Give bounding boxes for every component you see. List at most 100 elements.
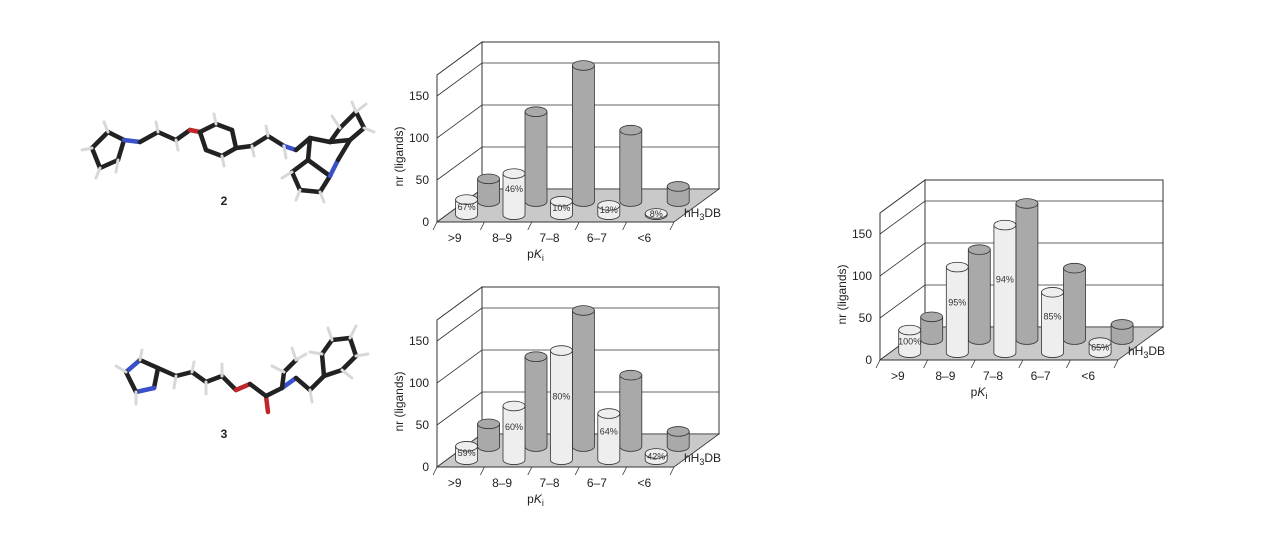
percent-label: 65% xyxy=(1091,343,1109,353)
back-bar xyxy=(920,311,944,345)
x-tick-label: 7–8 xyxy=(539,476,559,490)
back-bar-body xyxy=(572,65,595,207)
x-tick xyxy=(1066,359,1071,369)
hydrogen-bond xyxy=(294,352,308,362)
back-bar-top xyxy=(920,311,944,323)
bond xyxy=(203,147,225,159)
bond xyxy=(197,121,219,135)
bond xyxy=(189,369,209,385)
hydrogen-bond xyxy=(190,360,196,374)
gridline xyxy=(879,200,1163,235)
y-tick-label: 0 xyxy=(422,460,429,474)
bond xyxy=(97,157,121,171)
back-bar xyxy=(524,351,548,452)
hydrogen-bond xyxy=(80,146,94,152)
x-tick-label: 6–7 xyxy=(1031,369,1051,383)
x-tick-label: >9 xyxy=(448,476,462,490)
x-tick xyxy=(669,466,675,476)
bond xyxy=(155,365,179,379)
back-bar xyxy=(967,244,991,345)
bond xyxy=(151,365,161,391)
bond xyxy=(319,351,327,379)
back-bar-top xyxy=(666,181,690,192)
bond xyxy=(219,145,239,159)
back-bar-body xyxy=(619,129,643,207)
front-bar-top xyxy=(993,219,1017,231)
bond xyxy=(347,335,359,359)
back-bar-top xyxy=(967,244,991,255)
back-bar xyxy=(1063,262,1086,345)
front-bar-top xyxy=(1088,337,1112,348)
bond xyxy=(89,129,111,151)
bond xyxy=(293,375,313,393)
back-bar-body xyxy=(1063,267,1086,345)
y-tick-label: 100 xyxy=(409,376,429,390)
back-bar xyxy=(666,181,690,207)
back-bar xyxy=(477,173,501,207)
hydrogen-bond xyxy=(114,364,128,374)
back-bar-body xyxy=(666,186,690,207)
hydrogen-bond xyxy=(326,326,334,342)
chart-compound-3: 0 50 100 150 59% 60% 80% 64% 42% >9 8–9 7–8 6–7 <6 pKi… xyxy=(392,286,721,508)
y-axis-label: nr (ligands) xyxy=(392,126,406,186)
x-tick-label: 8–9 xyxy=(492,231,512,245)
percent-label: 64% xyxy=(600,426,618,436)
front-bar-top xyxy=(644,208,668,219)
bond xyxy=(297,187,323,195)
bond xyxy=(133,385,157,395)
back-bar xyxy=(524,106,548,207)
front-bar-top xyxy=(502,400,526,412)
percent-label: 46% xyxy=(505,184,523,194)
bond xyxy=(213,121,235,133)
x-tick-label: >9 xyxy=(448,231,462,245)
gridline xyxy=(436,62,719,97)
back-bar-top xyxy=(572,60,595,71)
front-bar-body xyxy=(455,199,478,220)
front-bar xyxy=(455,441,479,465)
x-tick xyxy=(1113,359,1119,369)
hydrogen-bond xyxy=(354,352,370,358)
percent-label: 67% xyxy=(458,202,476,212)
x-tick xyxy=(480,466,485,476)
hydrogen-bond xyxy=(308,388,314,404)
front-bar xyxy=(455,194,479,220)
bond xyxy=(305,135,313,163)
x-tick xyxy=(574,221,580,231)
percent-label: 60% xyxy=(505,422,523,432)
front-bar xyxy=(502,168,526,220)
x-tick xyxy=(875,359,881,369)
y-tick-label: 0 xyxy=(422,215,429,229)
molecule-3-structure xyxy=(114,324,370,415)
x-tick xyxy=(480,221,485,231)
hydrogen-bond xyxy=(154,120,160,134)
chart-combined: 0 50 100 150 100% 95% 94% 85% 65% >9 8–9 7–8 6–7 <6 pK… xyxy=(835,179,1165,401)
y-axis-label: nr (ligands) xyxy=(392,371,406,431)
y-axis-label: nr (ligands) xyxy=(835,264,849,324)
hydrogen-bond xyxy=(174,138,180,152)
back-bar xyxy=(572,60,595,207)
front-bar-top xyxy=(455,441,479,452)
front-bar-top xyxy=(597,200,621,211)
x-axis-label: pKi xyxy=(527,247,544,263)
bond xyxy=(289,157,311,175)
hydrogen-bond xyxy=(102,120,110,134)
hydrogen-bond xyxy=(354,102,368,114)
bond xyxy=(317,173,333,195)
front-bar-body xyxy=(597,413,621,465)
bond xyxy=(105,129,127,143)
hydrogen-bond xyxy=(294,188,302,202)
front-bar xyxy=(550,196,573,220)
hydrogen-bond xyxy=(362,126,376,134)
back-bar-top xyxy=(1110,319,1134,330)
bond xyxy=(279,369,287,391)
y-tick-label: 50 xyxy=(416,418,430,432)
hydrogen-bond xyxy=(330,114,342,130)
x-tick xyxy=(1018,359,1024,369)
back-bar-body xyxy=(1110,324,1134,345)
front-bar-body xyxy=(550,350,573,465)
hydrogen-bond xyxy=(212,112,218,126)
x-tick-label: 8–9 xyxy=(492,476,512,490)
front-bar-top xyxy=(550,196,573,207)
hydrogen-bond xyxy=(340,368,354,380)
